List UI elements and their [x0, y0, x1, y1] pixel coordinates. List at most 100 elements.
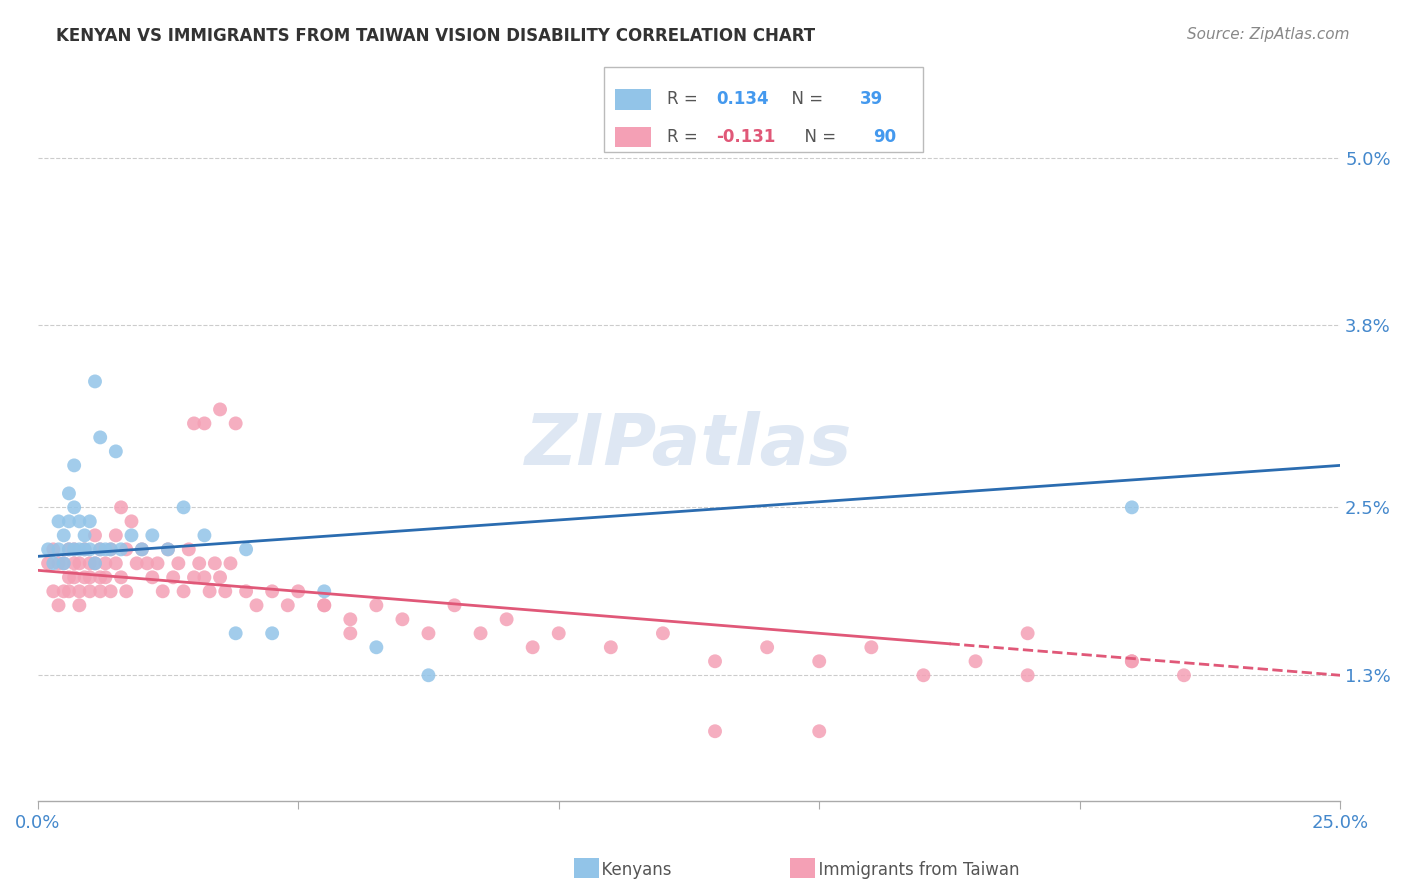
Point: [73, 542, 96, 557]
Point: [52, 584, 75, 599]
Point: [63, 542, 86, 557]
Text: -0.131: -0.131: [716, 128, 776, 146]
Point: [522, 640, 544, 655]
Point: [1121, 500, 1143, 515]
Point: [219, 557, 242, 571]
Point: [89, 430, 111, 444]
Point: [1173, 668, 1195, 682]
Point: [339, 626, 361, 640]
Point: [94, 557, 117, 571]
Point: [115, 542, 138, 557]
Point: [63, 570, 86, 584]
Point: [63, 557, 86, 571]
Text: 0.134: 0.134: [716, 90, 769, 109]
Point: [225, 417, 247, 431]
Point: [100, 584, 122, 599]
Point: [262, 584, 284, 599]
Point: [52, 557, 75, 571]
Point: [235, 584, 257, 599]
Text: KENYAN VS IMMIGRANTS FROM TAIWAN VISION DISABILITY CORRELATION CHART: KENYAN VS IMMIGRANTS FROM TAIWAN VISION …: [56, 27, 815, 45]
Point: [79, 542, 101, 557]
Point: [89, 570, 111, 584]
Point: [131, 542, 153, 557]
Point: [84, 557, 107, 571]
Point: [1017, 668, 1039, 682]
Point: [245, 599, 267, 613]
Point: [104, 528, 127, 542]
Point: [48, 557, 70, 571]
Point: [67, 557, 90, 571]
Point: [314, 599, 336, 613]
Point: [141, 528, 163, 542]
Point: [599, 640, 621, 655]
FancyBboxPatch shape: [614, 89, 651, 110]
Point: [79, 570, 101, 584]
Point: [156, 542, 179, 557]
Point: [73, 542, 96, 557]
Point: [156, 542, 179, 557]
Point: [314, 599, 336, 613]
Point: [173, 584, 195, 599]
Text: R =: R =: [666, 128, 703, 146]
Text: 90: 90: [873, 128, 896, 146]
Point: [110, 570, 132, 584]
Point: [84, 557, 107, 571]
Text: R =: R =: [666, 90, 703, 109]
Point: [391, 612, 413, 626]
Point: [121, 514, 143, 528]
Point: [167, 557, 190, 571]
Point: [67, 599, 90, 613]
Point: [67, 514, 90, 528]
Point: [177, 542, 200, 557]
Point: [84, 528, 107, 542]
Point: [67, 542, 90, 557]
Point: [79, 584, 101, 599]
Point: [73, 570, 96, 584]
Point: [67, 584, 90, 599]
Point: [146, 557, 169, 571]
Point: [183, 417, 205, 431]
Point: [58, 542, 80, 557]
Point: [58, 584, 80, 599]
Point: [94, 542, 117, 557]
Point: [100, 542, 122, 557]
Point: [42, 542, 65, 557]
Point: [188, 557, 211, 571]
Point: [94, 570, 117, 584]
Point: [495, 612, 517, 626]
Point: [277, 599, 299, 613]
Point: [37, 557, 59, 571]
Point: [58, 514, 80, 528]
Text: 39: 39: [859, 90, 883, 109]
Point: [704, 724, 727, 739]
Point: [214, 584, 236, 599]
Point: [193, 417, 215, 431]
Point: [339, 612, 361, 626]
Point: [48, 542, 70, 557]
Point: [52, 528, 75, 542]
Point: [173, 500, 195, 515]
Point: [366, 640, 388, 655]
Point: [808, 724, 831, 739]
Point: [704, 654, 727, 668]
Point: [52, 557, 75, 571]
Point: [37, 542, 59, 557]
Bar: [574, 858, 599, 878]
Point: [84, 375, 107, 389]
Point: [808, 654, 831, 668]
Text: Immigrants from Taiwan: Immigrants from Taiwan: [808, 861, 1019, 879]
Point: [89, 542, 111, 557]
Point: [1121, 654, 1143, 668]
Point: [121, 528, 143, 542]
Point: [42, 584, 65, 599]
Point: [152, 584, 174, 599]
Point: [48, 514, 70, 528]
Point: [162, 570, 184, 584]
Point: [79, 514, 101, 528]
Point: [965, 654, 987, 668]
Point: [136, 557, 159, 571]
Text: Source: ZipAtlas.com: Source: ZipAtlas.com: [1187, 27, 1350, 42]
Point: [470, 626, 492, 640]
Point: [42, 557, 65, 571]
Point: [63, 542, 86, 557]
